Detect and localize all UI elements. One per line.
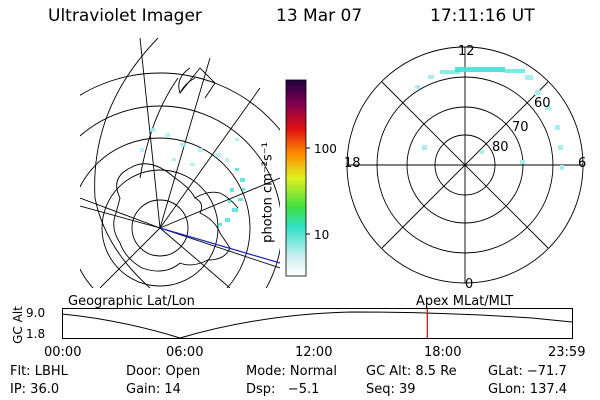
- colorbar-tick-10: 10: [314, 228, 330, 242]
- info-mode: Mode: Normal: [246, 364, 337, 379]
- altitude-curve: [62, 311, 573, 339]
- antarctic-peninsula: [194, 191, 239, 209]
- geographic-map: [80, 38, 280, 288]
- colorbar-gradient: [285, 79, 307, 277]
- south-america-coast: [178, 67, 196, 95]
- lat-label-70: 70: [512, 120, 529, 135]
- altitude-xtick-4: 23:59: [548, 345, 586, 360]
- info-seq: Seq: 39: [366, 382, 416, 397]
- latitude-circle: [131, 199, 189, 257]
- geographic-label: Geographic Lat/Lon: [68, 294, 195, 309]
- earth-limb: [94, 38, 159, 288]
- colorbar-tick-100: 100: [314, 142, 337, 156]
- meridian: [99, 227, 161, 288]
- polar-aurora: [440, 67, 525, 74]
- south-america-coast: [139, 77, 179, 179]
- altitude-ytick-min: 1.8: [26, 327, 46, 341]
- info-door: Door: Open: [126, 364, 201, 379]
- meridian: [159, 87, 261, 229]
- latitude-circle: [80, 72, 280, 131]
- info-ip: IP: 36.0: [10, 382, 60, 397]
- orbit-line: [159, 227, 280, 264]
- south-america-coast: [179, 67, 216, 99]
- colorbar: [285, 79, 310, 277]
- instrument-title: Ultraviolet Imager: [48, 6, 202, 26]
- altitude-xtick-0: 00:00: [44, 345, 82, 360]
- info-filter: Flt: LBHL: [10, 364, 68, 379]
- latitude-circle: [80, 137, 251, 288]
- aurora-emission: [218, 168, 245, 226]
- latitude-circle: [80, 105, 280, 288]
- altitude-ytick-max: 9.0: [26, 306, 46, 320]
- mlt-label-0: 0: [465, 277, 474, 292]
- altitude-plot-frame: [62, 308, 573, 339]
- info-glon: GLon: 137.4: [488, 382, 568, 397]
- meridian: [139, 38, 161, 229]
- meridian: [159, 177, 280, 229]
- altitude-xtick-3: 18:00: [424, 345, 462, 360]
- colorbar-unit-label: photon cm⁻²s⁻¹: [260, 142, 276, 243]
- lat-label-80: 80: [492, 140, 509, 155]
- info-dsp: Dsp: −5.1: [246, 382, 320, 397]
- apex-label: Apex MLat/MLT: [416, 294, 514, 309]
- meridian: [80, 197, 161, 229]
- altitude-ylabel: GC Alt: [11, 306, 25, 344]
- polar-plot: [346, 46, 584, 284]
- meridian: [159, 227, 231, 288]
- mlt-label-12: 12: [458, 44, 475, 59]
- lat-label-60: 60: [534, 96, 551, 111]
- mlt-label-18: 18: [344, 156, 361, 171]
- date-label: 13 Mar 07: [276, 6, 363, 26]
- time-label: 17:11:16 UT: [430, 6, 535, 26]
- altitude-xtick-2: 12:00: [295, 345, 333, 360]
- info-gc-alt: GC Alt: 8.5 Re: [366, 364, 457, 379]
- meridian: [159, 227, 280, 269]
- info-glat: GLat: −71.7: [488, 364, 567, 379]
- aurora-faint: [140, 128, 239, 166]
- altitude-plot: [62, 308, 573, 339]
- info-gain: Gain: 14: [126, 382, 181, 397]
- altitude-xtick-1: 06:00: [166, 345, 204, 360]
- polar-meridian: [381, 81, 549, 249]
- polar-aurora-faint: [415, 75, 564, 170]
- mlt-label-6: 6: [578, 156, 587, 171]
- meridian: [80, 205, 161, 229]
